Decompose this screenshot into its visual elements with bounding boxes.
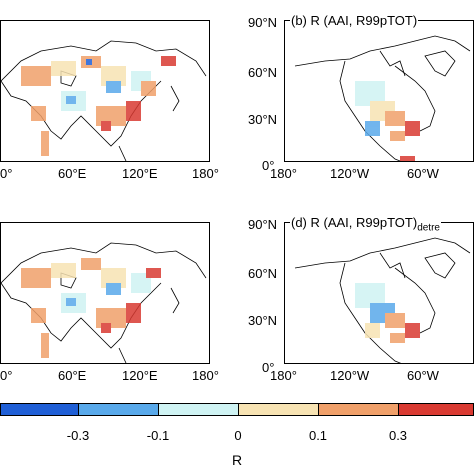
panel-c-xtick: 0° bbox=[0, 368, 13, 383]
colorbar-tick bbox=[318, 403, 319, 416]
panel-d-title: (d) R (AAI, R99pTOT)detre bbox=[290, 215, 441, 234]
colorbar-tick bbox=[238, 403, 239, 416]
panel-b-map bbox=[284, 20, 474, 162]
panel-b-ytick: 90°N bbox=[248, 15, 278, 30]
panel-d-xtick: 120°W bbox=[330, 368, 370, 383]
panel-b-ytick: 0° bbox=[262, 158, 275, 173]
panel-c-map bbox=[0, 222, 210, 364]
panel-d-ytick: 90°N bbox=[248, 217, 278, 232]
panel-a-map-graphic bbox=[1, 40, 207, 161]
panel-b-ytick: 60°N bbox=[248, 65, 278, 80]
panel-b-xtick: 60°W bbox=[407, 166, 439, 181]
colorbar-tick-label: 0 bbox=[234, 428, 242, 443]
panel-c-map-graphic bbox=[1, 242, 207, 363]
panel-d-map bbox=[284, 222, 474, 364]
panel-a-xtick: 0° bbox=[0, 166, 13, 181]
colorbar-tick bbox=[78, 403, 79, 416]
colorbar-tick-label: -0.3 bbox=[66, 428, 90, 443]
colorbar-segment bbox=[78, 403, 158, 416]
colorbar-tick-label: 0.3 bbox=[388, 428, 408, 443]
colorbar-segment bbox=[238, 403, 318, 416]
panel-d-ytick: 30°N bbox=[248, 313, 278, 328]
panel-a-map bbox=[0, 20, 210, 162]
panel-d-ytick: 0° bbox=[262, 360, 275, 375]
colorbar-label: R bbox=[232, 452, 243, 468]
colorbar-tick-label: 0.1 bbox=[308, 428, 328, 443]
colorbar-segment bbox=[158, 403, 238, 416]
panel-b-xtick: 180° bbox=[270, 166, 297, 181]
panel-d-ytick: 60°N bbox=[248, 266, 278, 281]
panel-b-map-graphic bbox=[294, 35, 471, 161]
colorbar-segment bbox=[0, 403, 78, 416]
panel-d-map-graphic bbox=[294, 237, 471, 363]
panel-b-ytick: 30°N bbox=[248, 112, 278, 127]
colorbar-tick bbox=[158, 403, 159, 416]
panel-c-xtick: 120°E bbox=[122, 368, 158, 383]
panel-b-xtick: 120°W bbox=[330, 166, 370, 181]
panel-c-xtick: 60°E bbox=[58, 368, 87, 383]
panel-b-title: (b) R (AAI, R99pTOT) bbox=[290, 13, 419, 28]
colorbar-frame bbox=[0, 403, 474, 416]
colorbar-tick-label: -0.1 bbox=[146, 428, 170, 443]
colorbar-segment bbox=[318, 403, 398, 416]
panel-a-xtick: 180° bbox=[192, 166, 219, 181]
panel-d-xtick: 60°W bbox=[407, 368, 439, 383]
panel-c-xtick: 180° bbox=[192, 368, 219, 383]
panel-a-xtick: 60°E bbox=[58, 166, 87, 181]
panel-d-xtick: 180° bbox=[270, 368, 297, 383]
panel-a-xtick: 120°E bbox=[122, 166, 158, 181]
colorbar-tick bbox=[398, 403, 399, 416]
panel-d-title-sub: detre bbox=[417, 222, 440, 234]
colorbar-segment bbox=[398, 403, 474, 416]
panel-d-title-main: (d) R (AAI, R99pTOT) bbox=[291, 215, 418, 230]
